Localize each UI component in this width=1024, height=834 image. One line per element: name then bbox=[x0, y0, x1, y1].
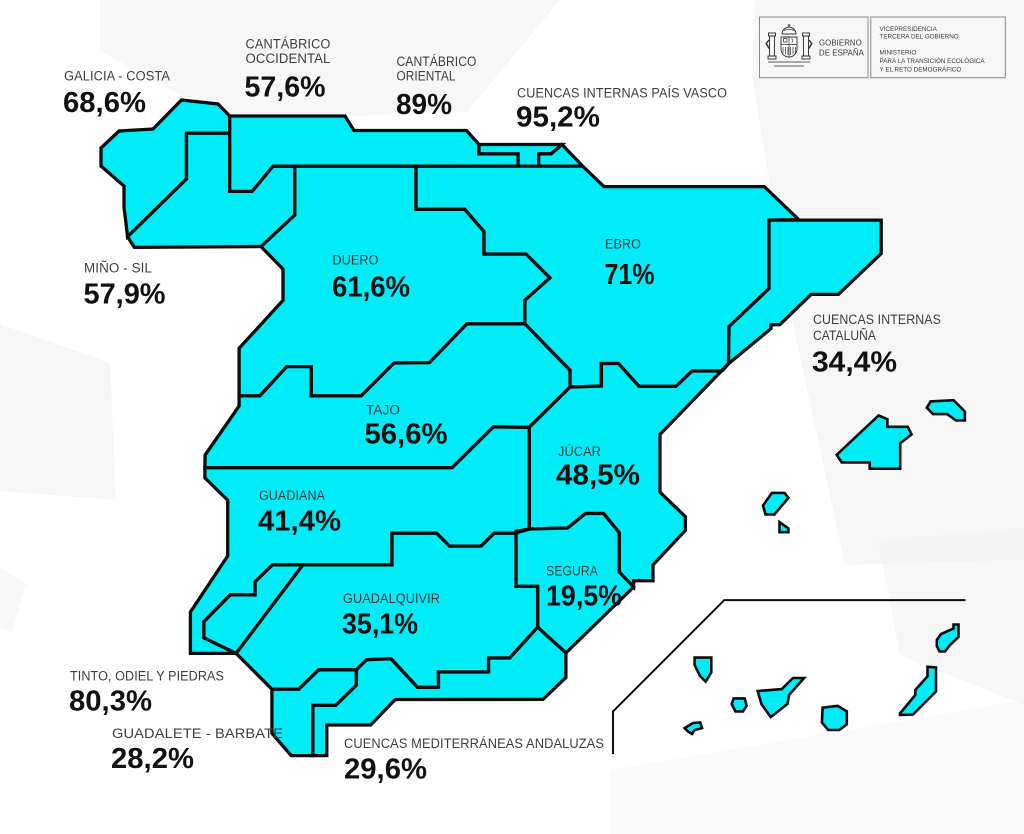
svg-text:CUENCAS INTERNAS: CUENCAS INTERNAS bbox=[813, 312, 941, 327]
svg-text:CANTÁBRICO: CANTÁBRICO bbox=[397, 54, 477, 69]
svg-text:68,6%: 68,6% bbox=[63, 87, 146, 119]
svg-text:61,6%: 61,6% bbox=[332, 272, 410, 304]
svg-text:89%: 89% bbox=[396, 89, 452, 121]
svg-text:48,5%: 48,5% bbox=[556, 460, 640, 492]
svg-text:CUENCAS INTERNAS PAÍS VASCO: CUENCAS INTERNAS PAÍS VASCO bbox=[517, 86, 727, 101]
svg-text:SEGURA: SEGURA bbox=[546, 564, 598, 579]
svg-text:Y EL RETO DEMOGRÁFICO: Y EL RETO DEMOGRÁFICO bbox=[880, 65, 962, 74]
svg-text:PARA LA TRANSICIÓN ECOLÓGICA: PARA LA TRANSICIÓN ECOLÓGICA bbox=[880, 56, 986, 65]
svg-text:TERCERA DEL GOBIERNO: TERCERA DEL GOBIERNO bbox=[880, 34, 959, 41]
svg-text:CATALUÑA: CATALUÑA bbox=[813, 328, 876, 343]
svg-text:57,9%: 57,9% bbox=[84, 279, 166, 311]
svg-text:80,3%: 80,3% bbox=[69, 686, 152, 718]
svg-text:MINISTERIO: MINISTERIO bbox=[880, 50, 917, 57]
svg-text:CUENCAS MEDITERRÁNEAS ANDALUZA: CUENCAS MEDITERRÁNEAS ANDALUZAS bbox=[344, 736, 604, 751]
svg-text:GOBIERNO: GOBIERNO bbox=[819, 39, 862, 48]
svg-text:28,2%: 28,2% bbox=[111, 743, 194, 775]
svg-text:TAJO: TAJO bbox=[366, 403, 400, 418]
svg-text:GUADALETE - BARBATE: GUADALETE - BARBATE bbox=[112, 726, 283, 741]
svg-text:JÚCAR: JÚCAR bbox=[558, 444, 601, 459]
svg-text:CANTÁBRICO: CANTÁBRICO bbox=[246, 37, 331, 52]
svg-text:56,6%: 56,6% bbox=[365, 419, 448, 451]
svg-text:EBRO: EBRO bbox=[605, 237, 641, 252]
svg-text:ORIENTAL: ORIENTAL bbox=[397, 69, 456, 84]
svg-text:35,1%: 35,1% bbox=[342, 609, 418, 641]
svg-text:DUERO: DUERO bbox=[333, 253, 379, 268]
svg-text:41,4%: 41,4% bbox=[258, 506, 341, 538]
svg-text:MIÑO - SIL: MIÑO - SIL bbox=[84, 261, 152, 276]
svg-text:OCCIDENTAL: OCCIDENTAL bbox=[246, 51, 331, 66]
svg-text:34,4%: 34,4% bbox=[812, 347, 897, 379]
svg-text:57,6%: 57,6% bbox=[245, 72, 326, 104]
svg-text:GUADIANA: GUADIANA bbox=[259, 488, 325, 503]
svg-text:19,5%: 19,5% bbox=[546, 581, 622, 613]
svg-text:71%: 71% bbox=[605, 259, 655, 291]
svg-text:GUADALQUIVIR: GUADALQUIVIR bbox=[343, 591, 440, 606]
svg-text:DE ESPAÑA: DE ESPAÑA bbox=[819, 49, 865, 58]
svg-text:GALICIA - COSTA: GALICIA - COSTA bbox=[64, 69, 170, 84]
svg-text:95,2%: 95,2% bbox=[516, 102, 600, 134]
svg-text:TINTO, ODIEL Y PIEDRAS: TINTO, ODIEL Y PIEDRAS bbox=[70, 669, 224, 684]
svg-text:29,6%: 29,6% bbox=[344, 754, 427, 786]
svg-text:VICEPRESIDENCIA: VICEPRESIDENCIA bbox=[880, 26, 938, 33]
